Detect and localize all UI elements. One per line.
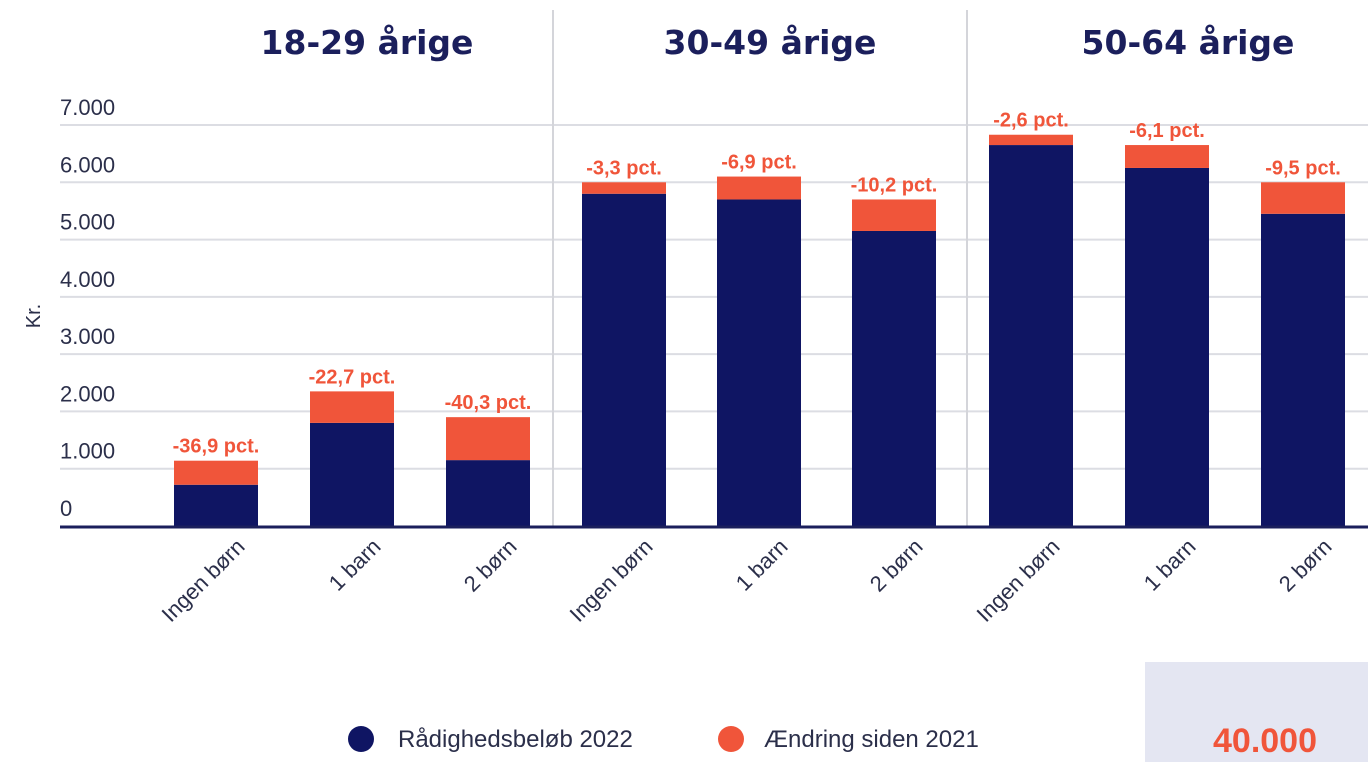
x-tick-label: Ingen børn [972,534,1065,627]
bar-change [989,134,1073,146]
bar-change [174,460,258,485]
group-title: 30-49 årige [664,23,877,62]
y-tick-label: 4.000 [60,267,115,292]
data-labels: -36,9 pct. -22,7 pct. -40,3 pct. -3,3 pct. -… [173,110,1341,458]
legend-swatch-base [348,726,374,752]
bar-change [310,391,394,423]
group-title: 50-64 årige [1082,23,1295,62]
bar-change [446,417,530,461]
x-tick-label: 2 børn [865,534,928,597]
data-label: -36,9 pct. [173,436,260,458]
legend-label-base: Rådighedsbeløb 2022 [398,726,633,753]
bar-base [1261,213,1345,527]
y-tick-label: 3.000 [60,324,115,349]
x-tick-label: 2 børn [1274,534,1337,597]
bar-base [310,422,394,526]
x-tick-label: Ingen børn [157,534,250,627]
legend-label-change: Ændring siden 2021 [764,726,979,753]
info-panel-value: 40.000 [1213,722,1317,760]
x-tick-label: 2 børn [459,534,522,597]
bar-change [1261,182,1345,214]
bar-change [1125,145,1209,168]
bar-base [446,460,530,526]
data-label: -40,3 pct. [445,392,532,414]
group-title: 18-29 årige [261,23,474,62]
bar-base [582,193,666,526]
y-tick-label: 6.000 [60,152,115,177]
x-tick-label: 1 barn [324,534,386,596]
bar-base [174,484,258,526]
bars [174,134,1345,527]
data-label: -10,2 pct. [851,174,938,196]
x-tick-label: 1 barn [1139,534,1201,596]
legend-swatch-change [718,726,744,752]
bar-base [717,199,801,526]
data-label: -6,1 pct. [1129,120,1205,142]
bar-base [852,230,936,526]
y-tick-label: 1.000 [60,439,115,464]
group-titles: 18-29 årige 30-49 årige 50-64 årige [261,23,1295,62]
data-label: -2,6 pct. [993,110,1069,132]
bar-change [582,182,666,194]
data-label: -3,3 pct. [586,157,662,179]
bar-change [717,176,801,200]
legend: Rådighedsbeløb 2022 Ændring siden 2021 [348,726,979,753]
group-separators [552,10,968,526]
data-label: -6,9 pct. [721,152,797,174]
y-tick-label: 5.000 [60,210,115,235]
x-axis-ticks: Ingen børn 1 barn 2 børn Ingen børn 1 barn 2 … [157,534,1337,627]
x-tick-label: 1 barn [731,534,793,596]
y-tick-label: 7.000 [60,95,115,120]
y-tick-label: 2.000 [60,381,115,406]
y-axis-ticks: 0 1.000 2.000 3.000 4.000 5.000 6.000 7.000 [60,95,115,521]
data-label: -9,5 pct. [1265,157,1341,179]
bar-change [852,199,936,231]
gridlines [60,124,1368,470]
data-label: -22,7 pct. [309,366,396,388]
y-tick-label: 0 [60,496,72,521]
bar-base [989,145,1073,527]
bar-base [1125,167,1209,526]
info-panel: 40.000 [1145,662,1368,762]
y-axis-label: Kr. [23,304,45,328]
x-tick-label: Ingen børn [565,534,658,627]
